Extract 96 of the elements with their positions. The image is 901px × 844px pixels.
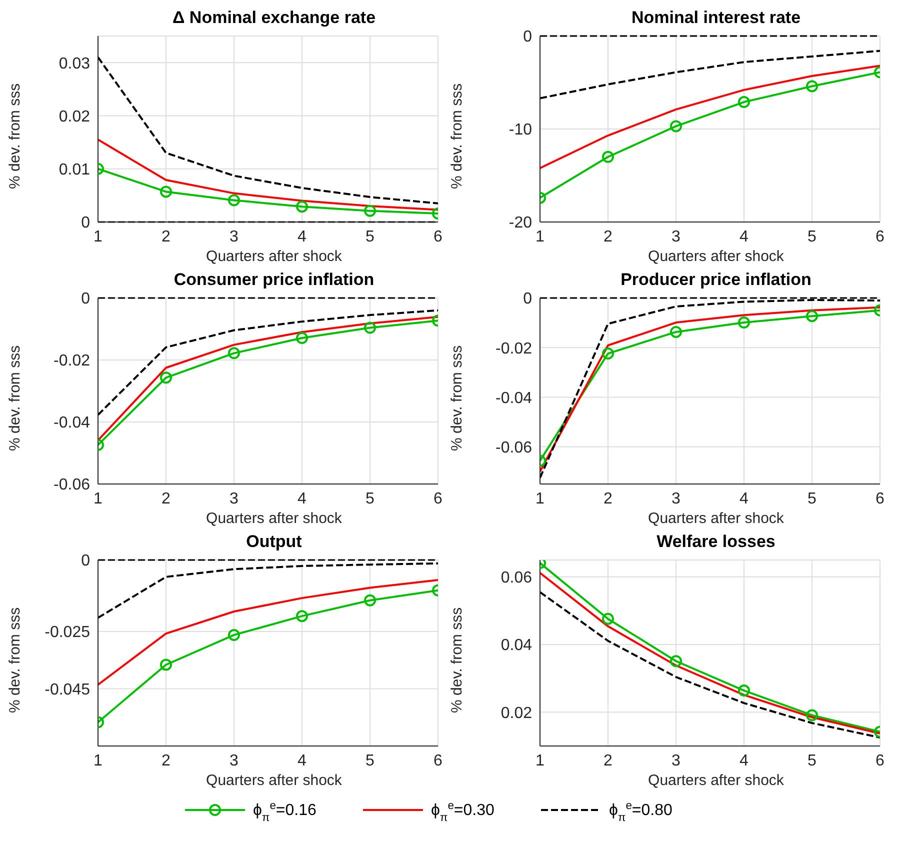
point (228, 628, 240, 641)
point (228, 347, 240, 360)
x-tick-label: 6 (434, 752, 443, 770)
x-axis-title: Quarters after shock (647, 510, 785, 529)
point (228, 194, 240, 206)
y-tick-label: -20 (508, 214, 532, 232)
y-tick-label: 0.01 (58, 162, 90, 179)
y-tick-label: 0 (523, 28, 532, 46)
y-tick-label: 0 (523, 290, 532, 308)
y-tick-label: -0.04 (54, 414, 90, 432)
x-tick-label: 3 (230, 490, 239, 508)
x-tick-label: 1 (94, 228, 103, 246)
legend-label: ϕ$_{π}$$^{e}$=0.80 (609, 800, 673, 824)
x-tick-label: 4 (740, 752, 749, 770)
y-axis-title: % dev. from sss (6, 607, 24, 713)
x-tick-label: 1 (536, 752, 545, 770)
y-tick-label: 0.06 (500, 570, 532, 587)
line-series (98, 309, 438, 416)
x-tick-label: 3 (230, 228, 239, 246)
x-tick-label: 6 (434, 490, 443, 508)
y-axis-title: % dev. from sss (448, 345, 466, 451)
y-tick-label: 0 (81, 552, 90, 570)
x-tick-label: 5 (366, 228, 375, 246)
x-tick-label: 6 (876, 490, 885, 508)
y-tick-label: -0.06 (54, 476, 90, 494)
y-tick-label: 0.03 (58, 55, 90, 72)
x-tick-label: 4 (298, 752, 307, 770)
x-tick-label: 2 (604, 490, 613, 508)
legend-label: ϕ$_{π}$$^{e}$=0.16 (253, 800, 317, 824)
y-tick-label: 0.04 (500, 637, 532, 654)
line-series (540, 50, 880, 100)
x-axis-title: Quarters after shock (205, 248, 343, 267)
y-tick-label: 0.02 (500, 704, 532, 722)
point (670, 120, 682, 132)
x-tick-label: 1 (94, 752, 103, 770)
y-tick-label: -0.04 (496, 390, 532, 407)
y-axis-title: % dev. from sss (6, 83, 24, 189)
y-tick-label: -10 (508, 122, 532, 139)
chart-title: Δ Nominal exchange rate (171, 8, 377, 29)
x-axis-title: Quarters after shock (647, 772, 785, 791)
y-tick-label: -0.02 (54, 352, 90, 370)
point (670, 326, 682, 338)
legend-label: ϕ$_{π}$$^{e}$=0.30 (431, 800, 495, 824)
x-tick-label: 2 (604, 228, 613, 246)
x-axis-title: Quarters after shock (205, 510, 343, 529)
point (738, 96, 750, 108)
x-tick-label: 6 (876, 228, 885, 246)
x-tick-label: 5 (366, 752, 375, 770)
x-tick-label: 1 (536, 228, 545, 246)
y-tick-label: 0.02 (58, 108, 90, 126)
line-series (540, 64, 880, 170)
y-axis-title: % dev. from sss (448, 83, 466, 189)
x-tick-label: 1 (536, 490, 545, 508)
x-tick-label: 5 (808, 752, 817, 770)
point (296, 332, 308, 344)
chart-title: Output (245, 532, 303, 553)
point (296, 610, 308, 622)
y-axis-title: % dev. from sss (448, 607, 466, 713)
y-tick-label: -0.06 (496, 439, 532, 456)
point (738, 316, 750, 329)
y-tick-label: 0 (81, 214, 90, 232)
x-tick-label: 2 (604, 752, 613, 770)
x-tick-label: 4 (298, 228, 307, 246)
point (296, 200, 308, 213)
y-tick-label: 0 (81, 290, 90, 308)
line-series (98, 56, 438, 204)
chart-title: Welfare losses (656, 532, 776, 553)
x-axis-title: Quarters after shock (205, 772, 343, 791)
chart-title: Nominal interest rate (630, 8, 802, 29)
x-tick-label: 2 (162, 752, 171, 770)
chart-title: Consumer price inflation (172, 270, 376, 291)
x-tick-label: 6 (434, 228, 443, 246)
y-tick-label: -0.045 (44, 681, 90, 698)
x-tick-label: 4 (740, 490, 749, 508)
y-tick-label: -0.02 (496, 340, 532, 358)
x-tick-label: 2 (162, 228, 171, 246)
y-axis-title: % dev. from sss (6, 345, 24, 451)
point (738, 684, 750, 697)
x-tick-label: 3 (230, 752, 239, 770)
chart-title: Producer price inflation (620, 270, 812, 291)
x-tick-label: 6 (876, 752, 885, 770)
x-tick-label: 2 (162, 490, 171, 508)
x-tick-label: 4 (740, 228, 749, 246)
point (670, 655, 682, 668)
line-series (98, 579, 438, 686)
x-tick-label: 5 (808, 490, 817, 508)
x-tick-label: 5 (366, 490, 375, 508)
x-tick-label: 4 (298, 490, 307, 508)
x-tick-label: 1 (94, 490, 103, 508)
y-tick-label: -0.025 (44, 624, 90, 642)
x-tick-label: 3 (672, 228, 681, 246)
x-axis-title: Quarters after shock (647, 248, 785, 267)
x-tick-label: 3 (672, 490, 681, 508)
line-series (98, 562, 438, 619)
x-tick-label: 5 (808, 228, 817, 246)
x-tick-label: 3 (672, 752, 681, 770)
